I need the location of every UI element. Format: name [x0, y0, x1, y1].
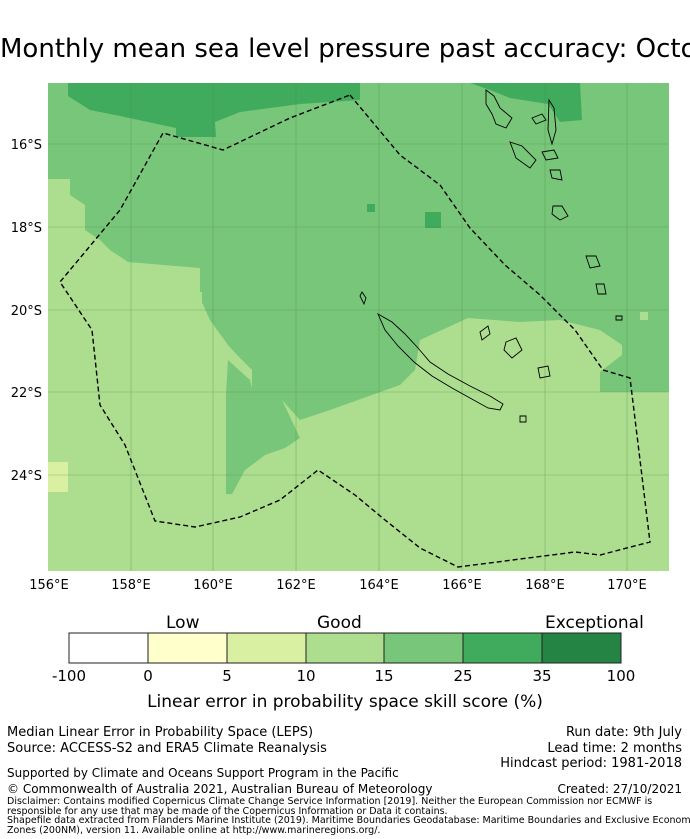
colorbar-tick: 0	[143, 667, 153, 685]
island-outline	[615, 315, 623, 321]
colorbar-category-good: Good	[317, 613, 362, 633]
lat-label: 24°S	[11, 469, 42, 484]
loyalty-island-outline	[503, 337, 523, 359]
map-title: Monthly mean sea level pressure past acc…	[0, 34, 690, 64]
new-caledonia-outline	[377, 312, 504, 411]
vanuatu-outline	[509, 141, 537, 169]
footer-lead-time: Lead time: 2 months	[547, 741, 682, 756]
colorbar-category-exceptional: Exceptional	[545, 613, 644, 633]
lon-label: 164°E	[359, 578, 399, 593]
lon-label: 170°E	[607, 578, 647, 593]
skill-region-10-15-cell	[640, 312, 648, 320]
vanuatu-outline	[551, 205, 569, 221]
colorbar-segment	[147, 632, 228, 664]
colorbar-segment	[305, 632, 385, 664]
colorbar-tick: 5	[222, 667, 232, 685]
footer-metric: Median Linear Error in Probability Space…	[7, 725, 314, 740]
vanuatu-outline	[549, 169, 563, 181]
colorbar-title: Linear error in probability space skill …	[147, 692, 543, 712]
skill-map: 16°S 18°S 20°S 22°S 24°S 156°E 158°E 160…	[11, 83, 669, 664]
skill-region-25-35-cell	[425, 212, 441, 228]
colorbar-segment	[462, 632, 543, 664]
colorbar-tick: -100	[51, 667, 87, 685]
vanuatu-outline	[531, 113, 547, 125]
lon-label: 160°E	[193, 578, 233, 593]
colorbar	[68, 632, 622, 664]
footer-disclaimer: responsible for any use that may be made…	[7, 806, 448, 817]
island-outline	[595, 283, 607, 295]
island-outline	[519, 415, 527, 423]
colorbar-tick: 25	[453, 667, 473, 685]
footer-copyright: © Commonwealth of Australia 2021, Austra…	[7, 782, 433, 796]
lat-label: 20°S	[11, 304, 42, 319]
colorbar-tick: 15	[374, 667, 394, 685]
island-outline	[359, 291, 367, 306]
lon-label: 156°E	[29, 578, 69, 593]
skill-region-15-25-tongue	[226, 360, 300, 494]
footer-disclaimer: Disclaimer: Contains modified Copernicus…	[7, 796, 653, 807]
colorbar-tick: 10	[296, 667, 316, 685]
vanuatu-outline	[547, 98, 557, 146]
loyalty-island-outline	[479, 325, 491, 341]
lon-label: 168°E	[525, 578, 565, 593]
island-outline	[585, 255, 601, 269]
footer-run-date: Run date: 9th July	[565, 725, 682, 740]
lat-label: 16°S	[11, 138, 42, 153]
eez-boundary	[59, 94, 651, 568]
footer-created: Created: 27/10/2021	[557, 782, 682, 796]
skill-region-5-10	[48, 462, 68, 492]
colorbar-segment	[541, 632, 622, 664]
footer-source: Source: ACCESS-S2 and ERA5 Climate Reana…	[7, 741, 327, 756]
skill-region-10-15-cell	[160, 292, 202, 302]
lon-label: 166°E	[442, 578, 482, 593]
colorbar-segment	[68, 632, 149, 664]
footer-supported: Supported by Climate and Oceans Support …	[7, 766, 399, 780]
footer-hindcast: Hindcast period: 1981-2018	[500, 756, 682, 771]
colorbar-segment	[383, 632, 464, 664]
vanuatu-outline	[485, 89, 513, 129]
loyalty-island-outline	[537, 365, 551, 379]
footer-disclaimer: Zones (200NM), version 11. Available onl…	[7, 825, 381, 836]
skill-region-10-15	[48, 179, 669, 571]
lon-label: 162°E	[276, 578, 316, 593]
vanuatu-outline	[541, 149, 559, 161]
coastlines	[359, 89, 623, 423]
gridlines	[48, 83, 669, 571]
colorbar-segment	[226, 632, 307, 664]
skill-region-25-35-north	[68, 83, 360, 137]
colorbar-tick: 100	[606, 667, 636, 685]
footer-disclaimer: Shapefile data extracted from Flanders M…	[7, 815, 690, 826]
skill-region-25-35-cell	[367, 204, 375, 212]
colorbar-category-low: Low	[166, 613, 200, 633]
lat-label: 18°S	[11, 221, 42, 236]
lon-label: 158°E	[111, 578, 151, 593]
lat-label: 22°S	[11, 386, 42, 401]
colorbar-tick: 35	[532, 667, 552, 685]
